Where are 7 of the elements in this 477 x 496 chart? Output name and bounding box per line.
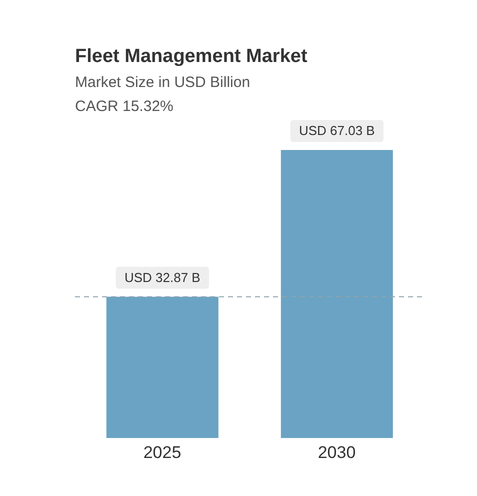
chart-subtitle: Market Size in USD Billion	[75, 74, 250, 91]
data-label: USD 32.87 B	[124, 270, 200, 285]
chart-title: Fleet Management Market	[75, 46, 308, 68]
x-tick-label: 2025	[143, 443, 182, 462]
text: CAGR 15.32%	[75, 98, 174, 115]
x-tick-label: 2030	[318, 443, 356, 462]
data-label: USD 67.03 B	[298, 123, 375, 138]
